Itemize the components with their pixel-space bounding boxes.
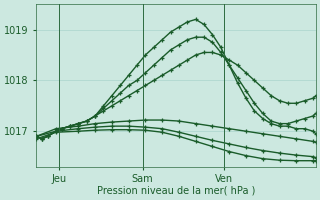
X-axis label: Pression niveau de la mer( hPa ): Pression niveau de la mer( hPa ) xyxy=(97,186,255,196)
